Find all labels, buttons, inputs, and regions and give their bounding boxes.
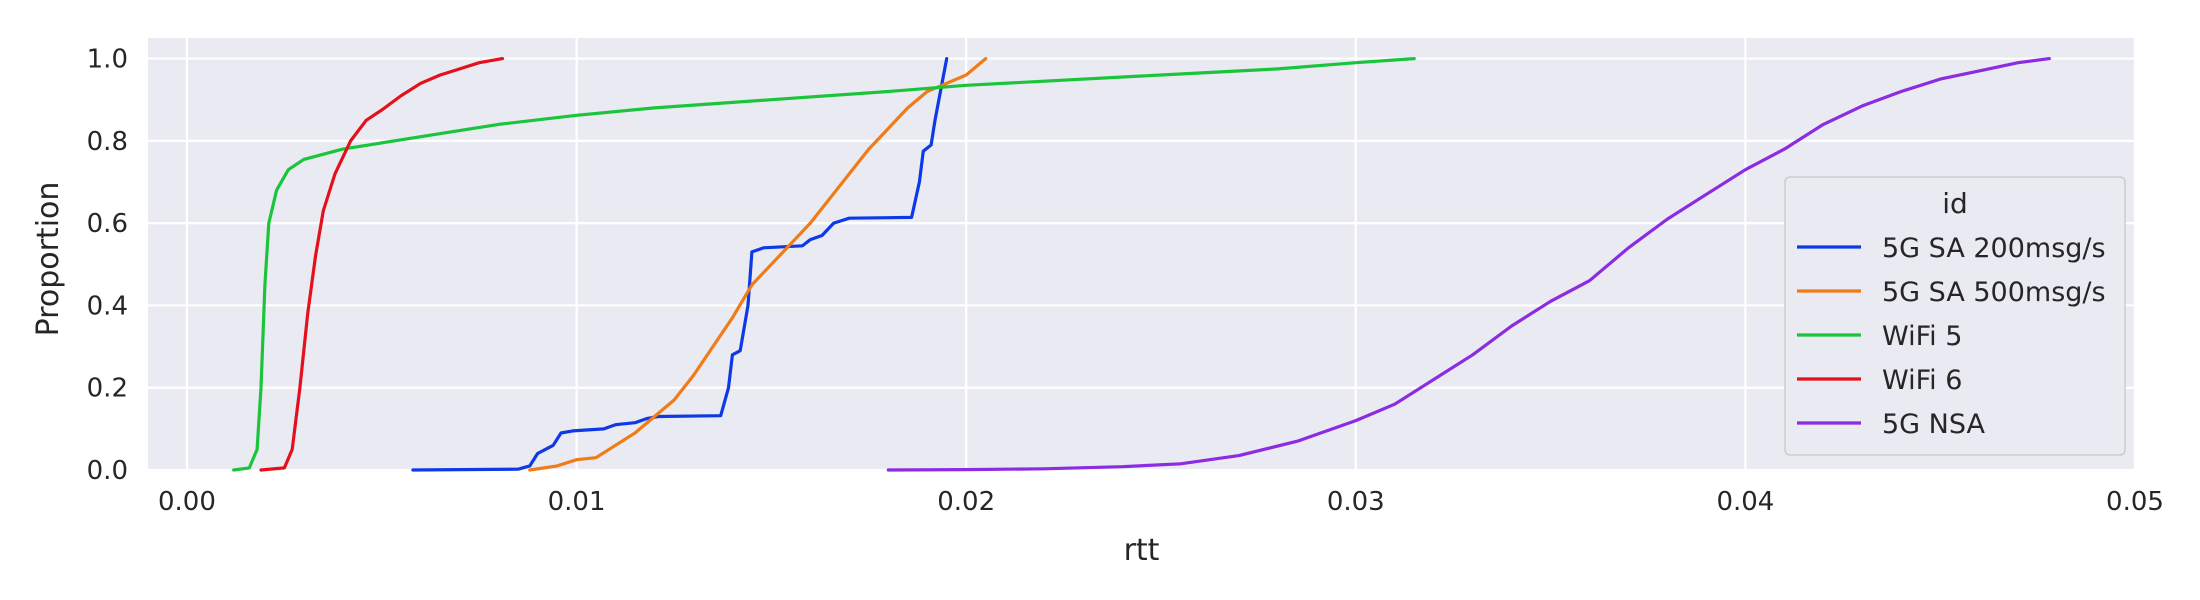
series-line-4: [886, 57, 2051, 472]
y-tick-label: 0.4: [87, 291, 128, 321]
series-lines: [232, 57, 2051, 472]
y-tick-label: 0.6: [87, 209, 128, 239]
legend-items: 5G SA 200msg/s 5G SA 500msg/s WiFi 5 WiFi 6…: [1797, 233, 2106, 440]
legend: id 5G SA 200msg/s 5G SA 500msg/s WiFi 5 WiF…: [1784, 176, 2126, 456]
legend-label: 5G NSA: [1882, 409, 1986, 440]
y-tick-label: 0.2: [87, 374, 128, 404]
series-line-0: [411, 57, 949, 472]
y-tick-label: 0.8: [87, 127, 128, 157]
legend-label: WiFi 5: [1882, 321, 1962, 352]
x-tick-label: 0.01: [548, 487, 606, 517]
y-tick-label: 0.0: [87, 456, 128, 486]
legend-label: WiFi 6: [1882, 365, 1962, 396]
series-line-2: [232, 57, 1416, 472]
x-tick-label: 0.00: [158, 487, 216, 517]
series-line-1: [528, 57, 988, 472]
x-tick-label: 0.02: [937, 487, 995, 517]
legend-box: [1784, 176, 2126, 456]
x-tick-label: 0.05: [2106, 487, 2164, 517]
legend-label: 5G SA 500msg/s: [1882, 277, 2106, 308]
legend-title: id: [1942, 187, 1968, 220]
y-tick-label: 1.0: [87, 45, 128, 75]
x-tick-labels: 0.00 0.01 0.02 0.03 0.04 0.05: [158, 487, 2164, 517]
series-line-3: [259, 57, 505, 472]
x-tick-label: 0.03: [1327, 487, 1385, 517]
x-tick-label: 0.04: [1716, 487, 1774, 517]
y-axis-label: Proportion: [31, 182, 66, 337]
legend-label: 5G SA 200msg/s: [1882, 233, 2106, 264]
x-axis-label: rtt: [1124, 533, 1160, 568]
y-tick-labels: 0.0 0.2 0.4 0.6 0.8 1.0: [87, 45, 128, 486]
